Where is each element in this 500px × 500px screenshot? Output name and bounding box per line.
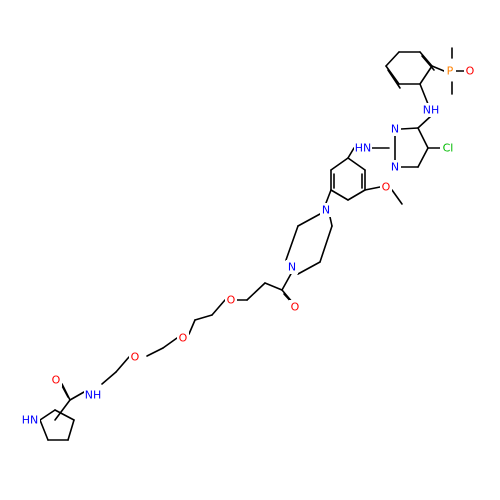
bond xyxy=(347,157,366,171)
atom-chlorine: Cl xyxy=(443,142,454,155)
bond xyxy=(54,399,71,421)
bond xyxy=(364,186,381,191)
bond xyxy=(347,147,355,159)
bond xyxy=(69,391,85,401)
label-bg xyxy=(20,413,40,427)
bond xyxy=(319,225,333,263)
bond xyxy=(246,282,266,301)
atom-p-phosphorus: P xyxy=(447,65,454,78)
atom-nh-linker: HN xyxy=(355,142,372,155)
bonds xyxy=(39,47,465,441)
label-bg xyxy=(444,64,456,78)
label-bg xyxy=(177,331,189,345)
bond xyxy=(101,371,117,385)
bond xyxy=(391,189,403,205)
bond xyxy=(419,83,429,105)
label-bg xyxy=(464,64,476,78)
bond xyxy=(162,337,178,349)
label-bg xyxy=(422,103,440,117)
label-bg xyxy=(84,388,102,402)
label-bg xyxy=(286,260,298,274)
bond xyxy=(281,271,293,291)
bond xyxy=(39,419,49,441)
atom-n3-pyrimidine: N xyxy=(391,123,399,136)
atom-o-ether-2: O xyxy=(179,332,188,345)
atom-labels: P O NH N N Cl HN O N N O O O xyxy=(20,64,476,427)
label-bg xyxy=(129,350,141,364)
bond xyxy=(417,127,429,149)
bond xyxy=(67,419,75,441)
bond xyxy=(285,225,299,261)
bond xyxy=(330,189,349,201)
label-bg xyxy=(354,141,372,155)
label-bg xyxy=(380,180,392,194)
bond xyxy=(419,65,433,85)
atom-nh-aniline: NH xyxy=(423,104,440,117)
atom-o-phosphine-oxide: O xyxy=(466,65,475,78)
label-bg xyxy=(225,293,237,307)
bond xyxy=(188,319,196,335)
label-bg xyxy=(440,141,456,155)
atom-n1-pyrimidine: N xyxy=(391,161,399,174)
bond xyxy=(417,147,429,168)
bond xyxy=(146,347,164,357)
label-bg xyxy=(389,122,401,136)
bond xyxy=(419,51,433,67)
atom-o-ether-1: O xyxy=(227,294,236,307)
bond xyxy=(431,65,445,72)
atom-n-piperazine-top: N xyxy=(322,204,330,217)
bond xyxy=(297,261,321,275)
bond xyxy=(400,127,419,130)
double-bond xyxy=(421,55,435,71)
bond xyxy=(385,51,400,67)
label-bg xyxy=(320,203,332,217)
bond xyxy=(297,213,321,227)
bond xyxy=(330,157,349,171)
bond xyxy=(39,409,56,421)
atom-o-ether-3: O xyxy=(131,351,140,364)
atom-nh-amide: NH xyxy=(85,389,102,402)
bond xyxy=(54,409,75,421)
bond xyxy=(194,314,213,321)
atom-n-piperazine-bottom: N xyxy=(288,261,296,274)
double-bond xyxy=(387,69,401,89)
label-bg xyxy=(289,300,301,314)
bond xyxy=(264,282,283,291)
bond xyxy=(417,115,432,129)
atom-o-methoxy: O xyxy=(382,181,391,194)
atom-o-amide: O xyxy=(52,374,61,387)
bond xyxy=(329,216,333,227)
bond xyxy=(211,299,226,316)
atom-nh-pyrrolidine: HN xyxy=(22,414,39,427)
atom-o-carbonyl: O xyxy=(291,301,300,314)
bond xyxy=(325,189,332,204)
bond xyxy=(347,189,366,201)
bond xyxy=(385,65,400,85)
label-bg xyxy=(389,160,401,174)
label-bg xyxy=(50,373,62,387)
bond xyxy=(115,356,130,373)
